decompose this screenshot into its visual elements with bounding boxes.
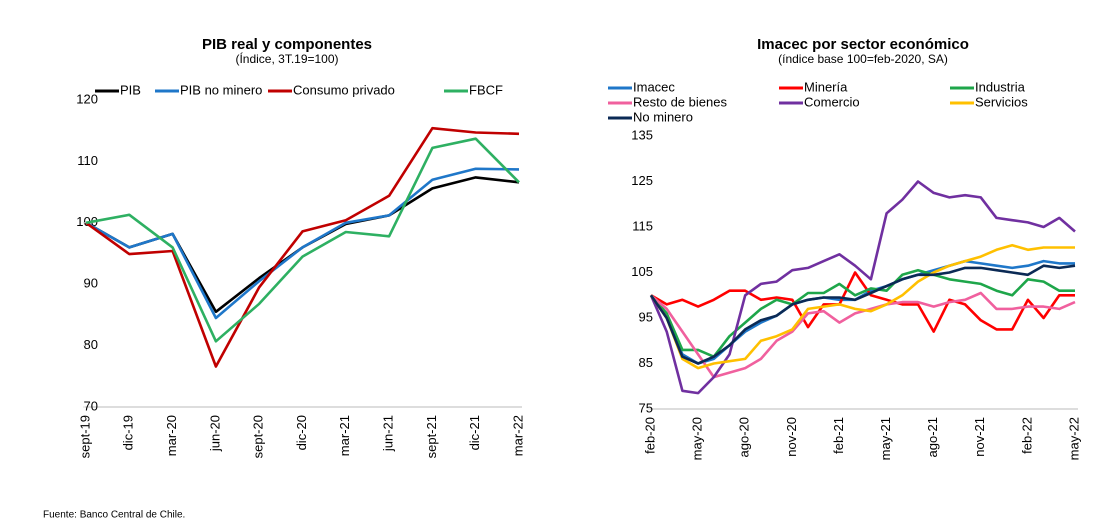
- y-tick-label: 105: [631, 264, 653, 279]
- series-line: [649, 180, 1076, 395]
- x-tick-label: sept-19: [77, 415, 92, 458]
- y-tick-label: 90: [84, 276, 98, 291]
- series-line: [85, 126, 520, 368]
- y-tick-label: 125: [631, 173, 653, 188]
- legend-label: Comercio: [804, 94, 860, 109]
- y-tick-label: 120: [76, 91, 98, 106]
- y-tick-label: 115: [632, 218, 653, 233]
- x-tick-label: nov-21: [972, 417, 987, 457]
- x-tick-label: dic-20: [294, 415, 309, 450]
- y-tick-label: 95: [639, 309, 653, 324]
- legend-label: No minero: [633, 109, 693, 124]
- series-line: [85, 137, 520, 343]
- x-tick-label: may-22: [1066, 417, 1081, 460]
- x-tick-label: sept-21: [424, 415, 439, 458]
- x-tick-label: dic-21: [467, 415, 482, 450]
- series-line: [650, 271, 1075, 333]
- x-tick-label: may-20: [690, 417, 705, 460]
- source: Fuente: Banco Central de Chile.: [43, 510, 185, 521]
- legend-label: FBCF: [469, 82, 503, 97]
- x-tick-label: nov-20: [784, 417, 799, 457]
- chart-subtitle: (Índice, 3T.19=100): [235, 51, 338, 66]
- x-tick-label: may-21: [878, 417, 893, 460]
- x-tick-label: mar-20: [164, 415, 179, 456]
- y-tick-label: 110: [77, 153, 98, 168]
- legend-label: Industria: [975, 79, 1026, 94]
- x-tick-label: ago-20: [737, 417, 752, 457]
- x-tick-label: mar-21: [337, 415, 352, 456]
- series-line: [650, 268, 1075, 358]
- x-tick-label: dic-19: [121, 415, 136, 450]
- x-tick-label: feb-22: [1019, 417, 1034, 454]
- x-tick-label: ago-21: [925, 417, 940, 457]
- y-tick-label: 80: [84, 337, 98, 352]
- series-line: [649, 243, 1075, 370]
- chart-title: Imacec por sector económico: [757, 36, 969, 53]
- y-tick-label: 75: [639, 400, 653, 415]
- legend-label: Resto de bienes: [633, 94, 727, 109]
- y-tick-label: 85: [639, 355, 653, 370]
- x-tick-label: feb-21: [831, 417, 846, 454]
- legend-label: Consumo privado: [293, 82, 395, 97]
- y-tick-label: 135: [631, 127, 653, 142]
- series-line: [649, 264, 1076, 365]
- x-tick-label: jun-21: [381, 415, 396, 452]
- x-tick-label: mar-22: [510, 415, 525, 456]
- legend-label: PIB no minero: [180, 82, 262, 97]
- series-line: [85, 167, 520, 320]
- chart-subtitle: (índice base 100=feb-2020, SA): [778, 52, 948, 66]
- x-tick-label: sept-20: [251, 415, 266, 458]
- y-tick-label: 70: [84, 398, 98, 413]
- x-tick-label: jun-20: [207, 415, 222, 452]
- chart-title: PIB real y componentes: [202, 36, 372, 53]
- legend-label: Minería: [804, 79, 848, 94]
- legend-label: Servicios: [975, 94, 1028, 109]
- legend-label: PIB: [120, 82, 141, 97]
- x-tick-label: feb-20: [642, 417, 657, 454]
- legend-label: Imacec: [633, 79, 675, 94]
